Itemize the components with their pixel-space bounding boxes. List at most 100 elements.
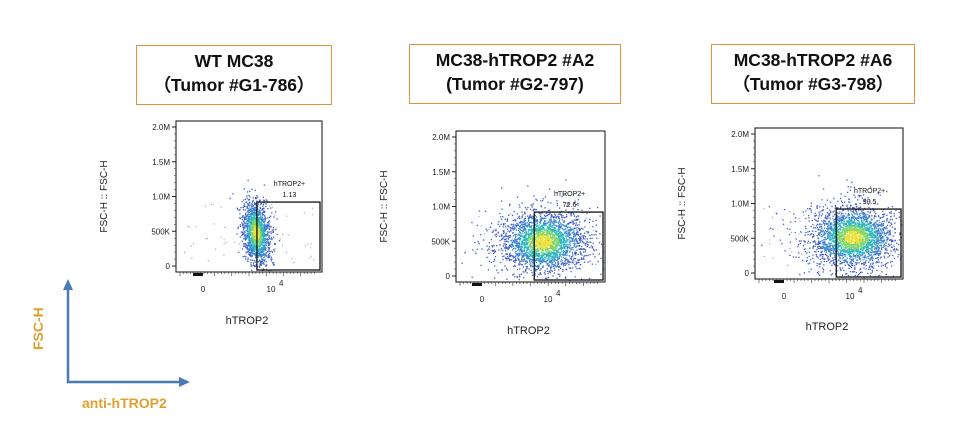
data-point bbox=[558, 238, 560, 240]
data-point bbox=[262, 237, 264, 240]
data-point bbox=[262, 248, 264, 251]
data-point bbox=[539, 257, 541, 259]
data-point bbox=[873, 225, 875, 227]
data-point bbox=[249, 232, 251, 234]
data-point bbox=[558, 221, 560, 223]
data-point bbox=[550, 252, 553, 254]
data-point bbox=[574, 234, 576, 236]
data-point bbox=[870, 272, 872, 274]
data-point bbox=[247, 260, 249, 263]
data-point bbox=[257, 203, 260, 205]
data-point bbox=[589, 227, 591, 229]
data-point bbox=[248, 227, 250, 230]
data-point bbox=[513, 225, 515, 227]
data-point bbox=[531, 231, 533, 233]
data-point bbox=[207, 259, 209, 261]
data-point bbox=[574, 243, 576, 245]
data-point bbox=[556, 259, 558, 262]
data-point bbox=[584, 255, 586, 257]
data-point bbox=[545, 232, 547, 234]
data-point bbox=[560, 256, 563, 258]
data-point bbox=[248, 217, 250, 219]
data-point bbox=[564, 241, 566, 243]
data-point bbox=[563, 232, 566, 234]
data-point bbox=[262, 199, 265, 201]
data-point bbox=[562, 216, 564, 219]
data-point bbox=[544, 241, 546, 243]
data-point bbox=[530, 258, 532, 261]
data-point bbox=[545, 235, 548, 237]
data-point bbox=[263, 240, 265, 242]
data-point bbox=[261, 239, 263, 241]
data-point bbox=[535, 221, 537, 223]
data-point bbox=[259, 222, 261, 224]
data-point bbox=[834, 245, 836, 248]
data-point bbox=[561, 196, 563, 198]
data-point bbox=[559, 213, 561, 215]
data-point bbox=[541, 225, 543, 227]
data-point bbox=[528, 249, 531, 251]
data-point bbox=[574, 244, 576, 246]
data-point bbox=[542, 249, 544, 251]
data-point bbox=[250, 262, 252, 264]
data-point bbox=[539, 221, 541, 224]
data-point bbox=[549, 253, 552, 255]
data-point bbox=[580, 253, 582, 255]
data-point bbox=[510, 230, 512, 232]
data-point bbox=[251, 188, 253, 190]
data-point bbox=[538, 228, 540, 230]
data-point bbox=[543, 256, 546, 259]
data-point bbox=[558, 224, 560, 226]
data-point bbox=[532, 220, 535, 222]
data-point bbox=[544, 244, 546, 246]
data-point bbox=[865, 265, 867, 267]
data-point bbox=[271, 212, 273, 214]
data-point bbox=[581, 248, 583, 250]
data-point bbox=[544, 258, 546, 260]
data-point bbox=[506, 257, 508, 260]
data-point bbox=[250, 213, 252, 215]
gate-name-label: hTROP2+ bbox=[554, 191, 585, 198]
data-point bbox=[825, 243, 827, 246]
data-point bbox=[855, 263, 857, 266]
data-point bbox=[598, 253, 600, 255]
data-point bbox=[869, 268, 871, 270]
data-point bbox=[536, 275, 539, 278]
data-point bbox=[258, 218, 260, 220]
data-point bbox=[560, 262, 563, 264]
data-point bbox=[492, 249, 494, 252]
data-point bbox=[511, 246, 513, 248]
data-point bbox=[600, 273, 602, 275]
data-point bbox=[518, 263, 520, 265]
data-point bbox=[549, 228, 551, 230]
data-point bbox=[506, 278, 508, 280]
data-point bbox=[555, 251, 558, 253]
data-point bbox=[543, 240, 546, 242]
data-point bbox=[521, 243, 523, 245]
data-point bbox=[253, 240, 255, 242]
data-point bbox=[527, 220, 530, 222]
data-point bbox=[253, 226, 255, 228]
data-point bbox=[275, 211, 277, 213]
data-point bbox=[270, 215, 272, 217]
data-point bbox=[572, 212, 574, 214]
data-point bbox=[504, 218, 506, 220]
data-point bbox=[593, 230, 595, 232]
data-point bbox=[574, 238, 576, 240]
data-point bbox=[575, 203, 578, 206]
data-point bbox=[826, 244, 828, 247]
data-point bbox=[569, 267, 572, 269]
data-point bbox=[586, 240, 588, 242]
data-point bbox=[263, 226, 265, 229]
data-point bbox=[873, 217, 875, 219]
data-point bbox=[503, 255, 505, 257]
data-point bbox=[519, 249, 522, 251]
data-point bbox=[243, 203, 245, 205]
data-point bbox=[550, 266, 552, 268]
data-point bbox=[557, 242, 559, 244]
data-point bbox=[567, 258, 568, 260]
data-point bbox=[505, 243, 507, 246]
data-point bbox=[261, 216, 263, 218]
data-point bbox=[503, 224, 505, 226]
data-point bbox=[223, 243, 225, 245]
